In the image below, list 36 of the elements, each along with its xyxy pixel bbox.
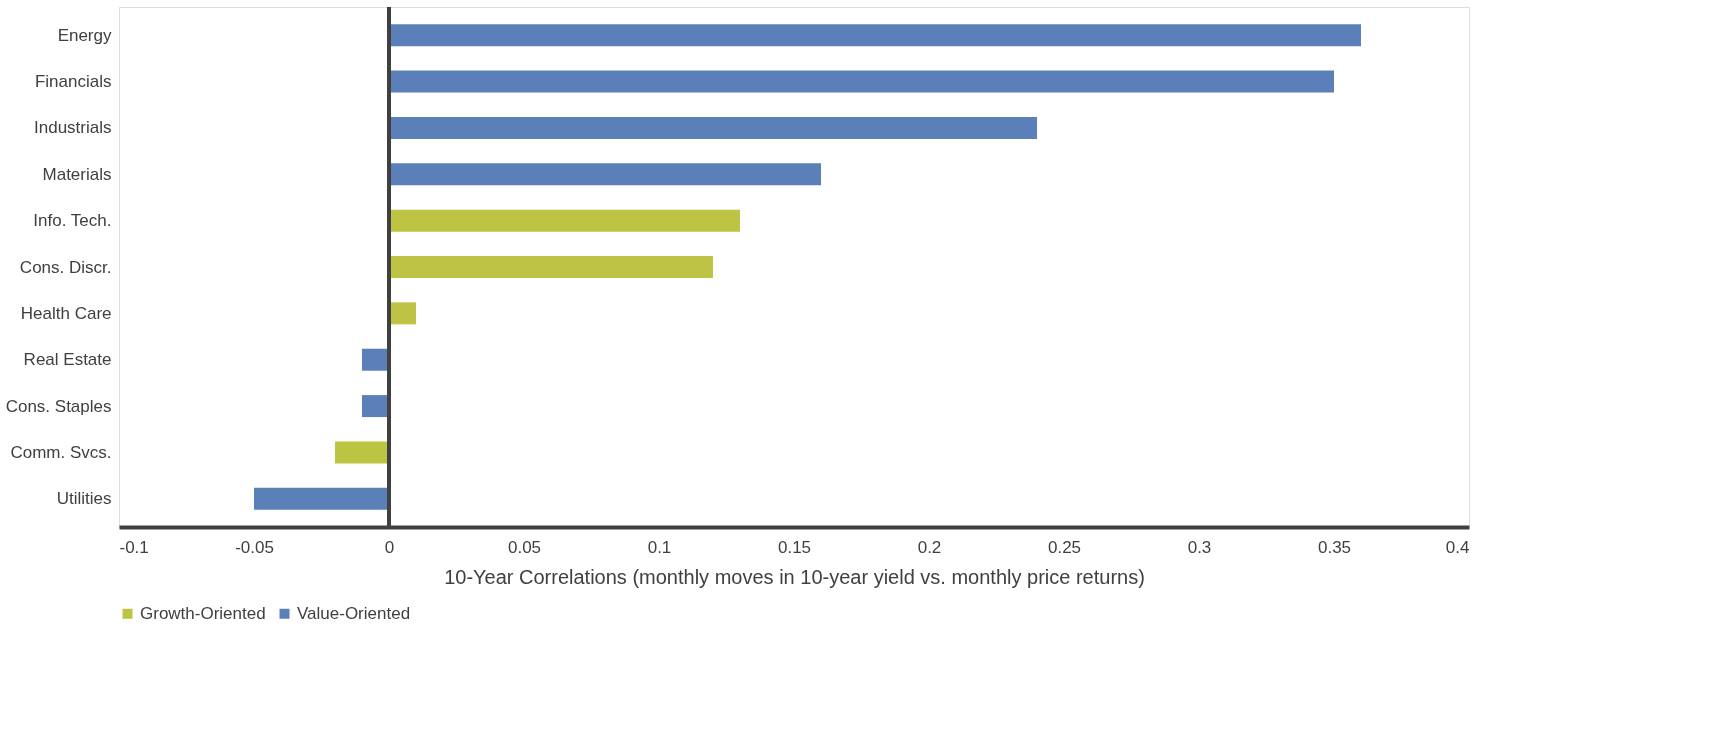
- bar: [389, 70, 1334, 93]
- x-tick-label: -0.05: [235, 537, 274, 557]
- bar: [335, 441, 389, 464]
- y-tick-label: Health Care: [20, 303, 112, 323]
- bar: [389, 24, 1361, 47]
- y-tick-label: Utilities: [56, 489, 112, 509]
- x-tick-label: 0.4: [1445, 537, 1470, 557]
- y-tick-label: Industrials: [34, 118, 112, 138]
- x-axis-title: 10-Year Correlations (monthly moves in 10-year yield vs. monthly price returns): [444, 565, 1145, 588]
- x-tick-label: -0.1: [119, 537, 149, 557]
- y-tick-label: Info. Tech.: [33, 211, 112, 231]
- x-tick-label: 0.2: [917, 537, 942, 557]
- bar: [389, 256, 713, 278]
- bar: [389, 163, 821, 186]
- x-tick-label: 0.25: [1047, 537, 1082, 557]
- x-tick-label: 0.35: [1317, 537, 1352, 557]
- legend-label: Growth-Oriented: [140, 603, 266, 623]
- legend-label: Value-Oriented: [297, 603, 411, 623]
- x-tick-label: 0: [384, 537, 395, 557]
- bar: [362, 348, 389, 371]
- y-tick-label: Comm. Svcs.: [10, 442, 112, 462]
- y-tick-label: Energy: [57, 25, 112, 45]
- bar: [389, 302, 416, 325]
- y-tick-label: Financials: [34, 72, 112, 92]
- y-tick-label: Real Estate: [23, 350, 112, 370]
- bar: [389, 116, 1037, 139]
- x-tick-label: 0.05: [507, 537, 542, 557]
- x-tick-label: 0.3: [1187, 537, 1212, 557]
- bar: [254, 487, 389, 510]
- bar: [389, 209, 740, 232]
- y-tick-label: Cons. Discr.: [19, 257, 112, 277]
- x-tick-label: 0.1: [647, 537, 672, 557]
- y-tick-label: Cons. Staples: [5, 396, 112, 416]
- bar: [362, 395, 389, 418]
- y-tick-label: Materials: [42, 164, 112, 184]
- x-tick-label: 0.15: [777, 537, 812, 557]
